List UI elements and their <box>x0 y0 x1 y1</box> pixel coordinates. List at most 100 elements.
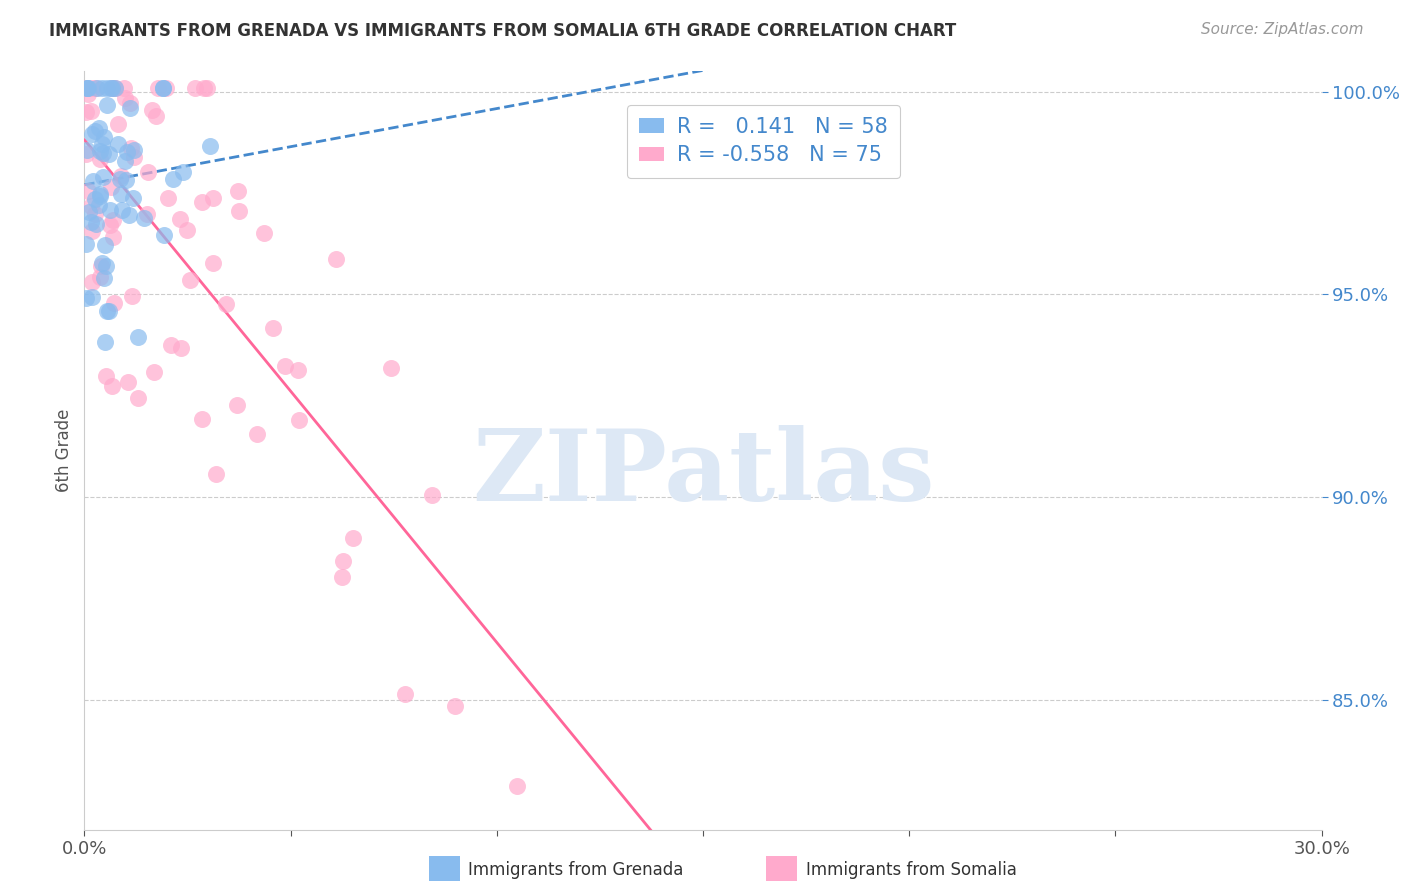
Point <box>325 252 347 266</box>
Point <box>89 152 111 166</box>
Point <box>136 164 159 178</box>
Point <box>142 365 165 379</box>
Point <box>84 80 107 95</box>
Point <box>115 145 138 160</box>
Point <box>100 180 122 194</box>
Point <box>262 320 284 334</box>
Point <box>84 207 107 221</box>
Point <box>191 412 214 426</box>
Point <box>121 191 143 205</box>
Point <box>93 169 115 184</box>
Point <box>135 207 157 221</box>
Point <box>77 204 100 219</box>
Point <box>114 91 136 105</box>
Point <box>75 147 97 161</box>
Point <box>170 341 193 355</box>
Point <box>107 117 129 131</box>
Point <box>94 334 117 349</box>
Point <box>160 337 183 351</box>
Point <box>82 224 104 238</box>
Point <box>380 361 402 376</box>
Point <box>179 273 201 287</box>
Point <box>93 237 115 252</box>
Point <box>193 80 215 95</box>
Point <box>191 194 214 209</box>
Point <box>84 217 107 231</box>
Point <box>82 174 104 188</box>
Point <box>80 80 103 95</box>
Point <box>76 184 98 198</box>
Point <box>246 426 269 441</box>
Point <box>111 202 134 217</box>
Point <box>101 80 124 95</box>
Point <box>89 270 111 285</box>
Text: Immigrants from Grenada: Immigrants from Grenada <box>468 861 683 879</box>
Point <box>110 187 132 202</box>
Point <box>91 146 114 161</box>
Point <box>97 147 120 161</box>
Point <box>103 295 125 310</box>
Point <box>98 203 121 218</box>
Y-axis label: 6th Grade: 6th Grade <box>55 409 73 492</box>
Point <box>201 256 224 270</box>
Point <box>97 303 120 318</box>
Point <box>200 138 222 153</box>
Point <box>112 80 135 95</box>
Point <box>80 127 103 141</box>
Point <box>114 154 136 169</box>
Point <box>287 413 309 427</box>
Point <box>420 488 443 502</box>
Point <box>75 237 97 252</box>
Text: Immigrants from Somalia: Immigrants from Somalia <box>806 861 1017 879</box>
Point <box>82 275 104 289</box>
Point <box>215 297 238 311</box>
Point <box>332 554 354 568</box>
Point <box>121 288 143 302</box>
Point <box>80 199 103 213</box>
Point <box>82 290 104 304</box>
Point <box>155 80 177 95</box>
Point <box>76 80 98 95</box>
Text: ZIPatlas: ZIPatlas <box>472 425 934 522</box>
Point <box>274 359 297 373</box>
Point <box>90 259 112 273</box>
Point <box>101 378 124 392</box>
Point <box>253 227 276 241</box>
Point <box>287 363 309 377</box>
Point <box>152 228 174 243</box>
Point <box>77 87 100 101</box>
Point <box>107 137 129 152</box>
Point <box>122 150 145 164</box>
Point <box>183 80 205 95</box>
Point <box>96 369 118 384</box>
Point <box>115 172 138 186</box>
Point <box>103 80 125 95</box>
Point <box>93 130 115 145</box>
Point <box>195 80 218 95</box>
Point <box>75 291 97 305</box>
Point <box>103 213 125 227</box>
Point <box>76 80 98 95</box>
Point <box>120 96 142 111</box>
Point <box>93 271 115 285</box>
Point <box>86 80 108 95</box>
Point <box>108 172 131 186</box>
Point <box>146 80 169 95</box>
Point <box>91 80 114 95</box>
Point <box>162 171 184 186</box>
Point <box>96 98 118 112</box>
Point <box>76 143 98 157</box>
Point <box>89 189 111 203</box>
Point <box>152 80 174 95</box>
Point <box>94 260 117 274</box>
Point <box>120 140 142 154</box>
Point <box>76 80 98 95</box>
Point <box>103 230 125 244</box>
Point <box>117 375 139 389</box>
Point <box>394 688 416 702</box>
Point <box>141 103 163 117</box>
Point <box>89 187 111 202</box>
Point <box>172 165 194 179</box>
Point <box>127 392 149 406</box>
Point <box>124 143 146 157</box>
